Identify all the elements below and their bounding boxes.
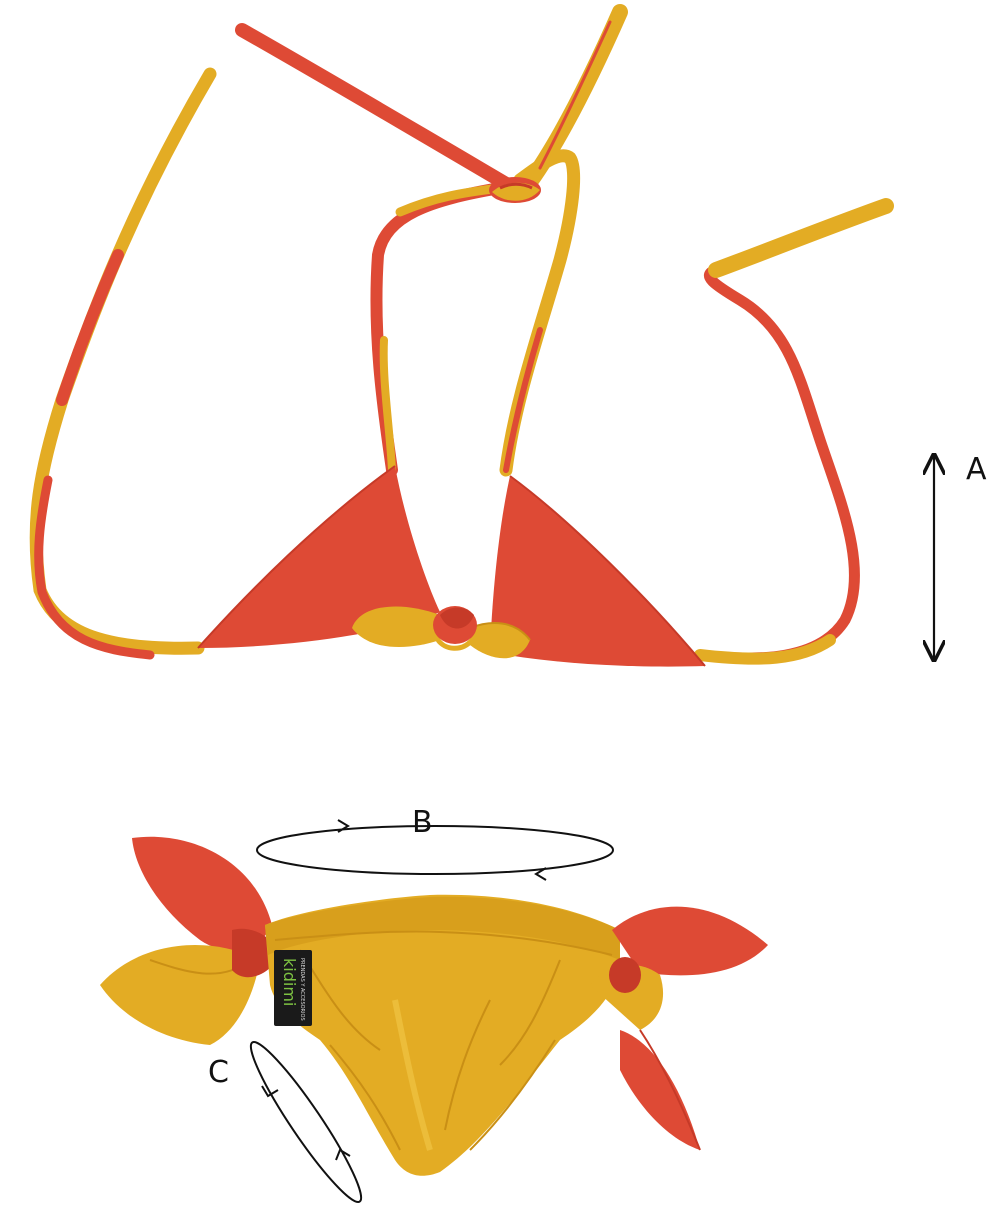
brief-body [265, 894, 620, 1176]
measure-c-label: C [208, 1055, 229, 1090]
measure-c-loop [249, 1040, 363, 1204]
measure-b-label: B [412, 805, 433, 840]
measure-a-label: A [966, 452, 987, 487]
left-cup [197, 465, 440, 649]
left-side-strap [29, 67, 217, 660]
left-side-bow [100, 836, 280, 1045]
right-side-strap [694, 198, 894, 665]
right-cup [490, 475, 706, 667]
bikini-top [29, 4, 894, 667]
brand-logo-subtext: PRENDAS Y ACCESORIOS [299, 958, 305, 1021]
halter-straps [235, 4, 628, 477]
bikini-bottom: kidimi PRENDAS Y ACCESORIOS [100, 836, 768, 1176]
brand-logo-text: kidimi [280, 958, 299, 1006]
measure-b-loop [256, 819, 614, 881]
brand-tag: kidimi PRENDAS Y ACCESORIOS [274, 950, 312, 1026]
right-side-bow [590, 906, 768, 1151]
center-bow [352, 606, 531, 659]
